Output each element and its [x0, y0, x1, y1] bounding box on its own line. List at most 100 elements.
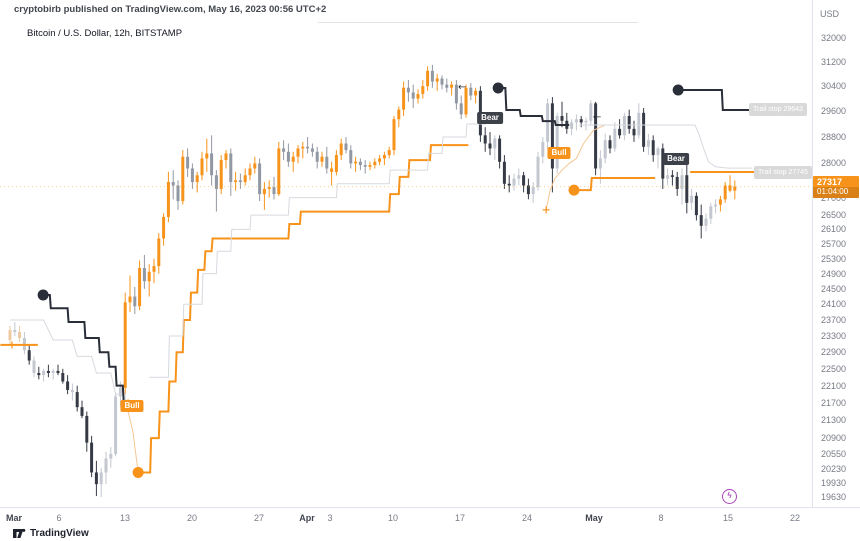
candle-body: [138, 267, 142, 307]
time-axis-label: 22: [789, 513, 801, 523]
candle-body: [685, 175, 689, 203]
time-axis-label: 27: [253, 513, 265, 523]
candle-body: [598, 158, 602, 169]
header-divider: [318, 22, 638, 23]
bear-flip-badge: Bear: [663, 153, 689, 166]
bear-flip-badge: Bear: [477, 112, 503, 125]
candle-body: [186, 156, 190, 169]
candle-body: [176, 185, 180, 202]
candle-body: [171, 182, 175, 186]
last-price-value: 27317: [817, 176, 843, 187]
candle-body: [214, 175, 218, 189]
candle-body: [80, 407, 84, 416]
candle-countdown: 01:04:00: [813, 186, 859, 198]
symbol-legend[interactable]: Bitcoin / U.S. Dollar, 12h, BITSTAMP: [27, 28, 183, 39]
tradingview-logo[interactable]: TradingView: [13, 527, 89, 540]
candle-body: [584, 120, 588, 123]
candle-body: [704, 218, 708, 226]
price-axis-label: 22500: [821, 363, 847, 374]
event-marker-icon[interactable]: ϟ: [722, 489, 737, 504]
candle-body: [94, 472, 98, 485]
candle-body: [133, 296, 137, 307]
candle-body: [392, 119, 396, 151]
candle-body: [363, 165, 367, 167]
candle-body: [277, 148, 281, 195]
time-axis-label: 17: [454, 513, 466, 523]
candle-body: [445, 84, 449, 88]
bull-flip-badge: Bull: [120, 400, 144, 413]
price-axis-currency: USD: [820, 9, 840, 19]
price-axis-label: 28800: [821, 131, 847, 142]
candle-body: [493, 138, 497, 149]
candle-body: [632, 128, 636, 136]
trail-stop-price-badge: Trail stop 27745: [754, 165, 812, 179]
price-axis-label: 25700: [821, 238, 847, 249]
candle-body: [142, 267, 146, 282]
time-axis[interactable]: Mar 6 13 20 27 Apr 3 10 17 24 May 8 15 22: [0, 507, 860, 530]
candle-body: [147, 271, 151, 282]
candle-body: [440, 78, 444, 85]
candle-body: [541, 141, 545, 157]
time-axis-label: Mar: [5, 513, 23, 523]
trail-start-dot: [132, 466, 144, 478]
price-axis-label: 21300: [821, 415, 847, 426]
candle-body: [90, 442, 94, 473]
candle-body: [397, 109, 401, 120]
candle-body: [248, 168, 252, 176]
bull-trail-3-line: [574, 176, 656, 192]
candle-body: [13, 329, 17, 332]
candlestick-chart[interactable]: ←←: [0, 0, 812, 507]
candle-body: [128, 296, 132, 303]
candle-body: [502, 161, 506, 184]
candle-body: [354, 161, 358, 164]
candle-body: [651, 140, 655, 156]
candle-body: [594, 103, 598, 169]
candle-body: [282, 148, 286, 152]
candle-body: [666, 175, 670, 179]
candle-body: [675, 176, 679, 189]
bear-shadow-2-line: [149, 113, 498, 378]
candle-body: [589, 103, 593, 121]
candle-body: [114, 396, 118, 454]
candle-body: [118, 387, 122, 397]
candle-body: [656, 148, 660, 156]
candle-body: [152, 266, 156, 272]
price-axis-label: 28000: [821, 158, 847, 169]
time-axis-label: 8: [658, 513, 664, 523]
candle-body: [459, 103, 463, 115]
bear-trail-1-line: [43, 293, 128, 404]
price-axis-label: 24900: [821, 268, 847, 279]
price-axis-label: 32000: [821, 33, 847, 43]
candle-body: [642, 112, 646, 147]
candle-body: [603, 140, 607, 159]
candle-body: [435, 78, 439, 82]
trail-start-dot: [672, 84, 684, 96]
time-axis-label: 13: [119, 513, 131, 523]
candle-body: [219, 160, 223, 189]
price-axis[interactable]: 3200031200304002960028800280002750027000…: [812, 0, 860, 507]
candle-body: [512, 178, 516, 186]
bull-trail-2-line: [138, 144, 469, 474]
candle-body: [474, 90, 478, 96]
candle-body: [454, 84, 458, 104]
time-axis-label: May: [585, 513, 603, 523]
candle-body: [618, 128, 622, 136]
candle-body: [680, 175, 684, 189]
candle-body: [382, 155, 386, 159]
candle-body: [210, 153, 214, 176]
candle-body: [157, 238, 161, 267]
candle-body: [334, 155, 338, 172]
bull-shadow-2-line: [545, 124, 606, 210]
price-axis-label: 23300: [821, 331, 847, 341]
candle-body: [406, 87, 410, 93]
bear-shadow-1-line: [10, 319, 130, 413]
candle-body: [670, 175, 674, 177]
candle-body: [536, 156, 540, 188]
candle-body: [373, 161, 377, 166]
candle-body: [330, 168, 334, 172]
candle-body: [579, 119, 583, 123]
candle-body: [320, 156, 324, 162]
candle-body: [349, 150, 353, 164]
candle-body: [301, 146, 305, 149]
trail-stop-price-badge: Trail stop 29643: [749, 103, 807, 117]
